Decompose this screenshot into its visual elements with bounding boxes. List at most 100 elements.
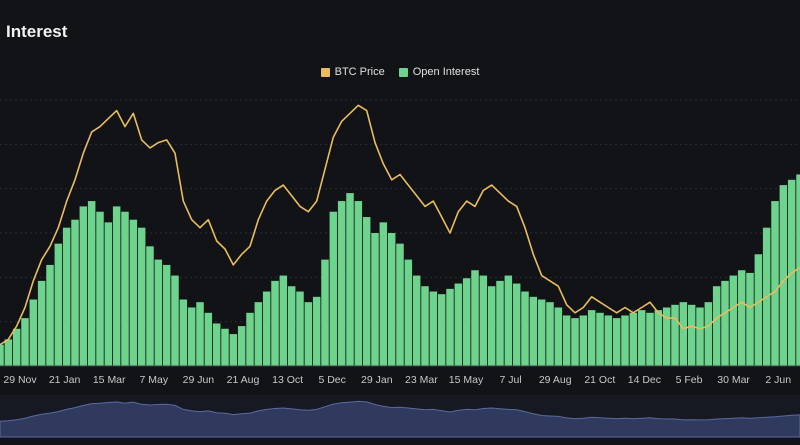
- open-interest-bar: [462, 278, 471, 366]
- open-interest-bar: [346, 193, 354, 366]
- btc-price-line: [0, 104, 800, 346]
- open-interest-bar: [721, 280, 729, 366]
- open-interest-bar: [146, 246, 154, 366]
- open-interest-bar: [12, 328, 21, 366]
- open-interest-bar: [412, 275, 421, 366]
- open-interest-bar: [71, 219, 79, 366]
- open-interest-bar: [554, 307, 563, 366]
- open-interest-bar: [29, 299, 38, 366]
- open-interest-bar: [337, 201, 346, 366]
- x-tick-label: 23 Mar: [405, 374, 438, 386]
- open-interest-bar: [154, 259, 163, 366]
- navigator-area[interactable]: [0, 400, 800, 438]
- open-interest-bar: [671, 304, 679, 366]
- open-interest-bar: [529, 296, 538, 366]
- x-tick-label: 13 Oct: [272, 374, 303, 386]
- x-tick-label: 15 May: [449, 374, 484, 386]
- open-interest-bar: [796, 174, 800, 366]
- open-interest-bar: [162, 264, 171, 366]
- open-interest-bar: [771, 201, 779, 366]
- open-interest-bar: [4, 339, 13, 366]
- open-interest-bar: [596, 312, 604, 366]
- open-interest-bar: [221, 328, 229, 366]
- x-tick-label: 30 Mar: [717, 374, 750, 386]
- open-interest-bar: [171, 275, 179, 366]
- open-interest-bar: [604, 315, 613, 366]
- open-interest-bar: [96, 211, 104, 366]
- open-interest-bar: [612, 318, 621, 366]
- open-interest-bar: [321, 259, 329, 366]
- x-tick-label: 5 Feb: [676, 374, 703, 386]
- x-tick-label: 21 Jan: [49, 374, 81, 386]
- open-interest-bar: [637, 310, 646, 366]
- open-interest-bar: [571, 318, 579, 366]
- open-interest-bar: [396, 243, 404, 366]
- x-tick-label: 14 Dec: [628, 374, 661, 386]
- open-interest-bar: [646, 312, 654, 366]
- open-interest-bar: [512, 283, 521, 366]
- open-interest-bar: [629, 312, 638, 366]
- open-interest-bar: [687, 304, 696, 366]
- x-tick-label: 21 Oct: [584, 374, 615, 386]
- open-interest-swatch: [398, 67, 408, 77]
- legend-item-btc-price[interactable]: BTC Price: [320, 66, 385, 78]
- x-tick-label: 21 Aug: [227, 374, 260, 386]
- open-interest-bar: [329, 211, 338, 366]
- x-tick-label: 15 Mar: [93, 374, 126, 386]
- x-tick-label: 7 Jul: [500, 374, 522, 386]
- x-tick-label: 2 Jun: [765, 374, 791, 386]
- open-interest-bar: [696, 307, 704, 366]
- open-interest-bar: [579, 315, 588, 366]
- open-interest-bar: [562, 315, 571, 366]
- legend-label-btc-price: BTC Price: [334, 66, 385, 78]
- open-interest-bar: [246, 312, 254, 366]
- open-interest-bar: [121, 211, 129, 366]
- open-interest-bar: [546, 302, 554, 366]
- x-tick-label: 29 Jun: [183, 374, 215, 386]
- open-interest-bar: [204, 312, 213, 366]
- open-interest-bar: [487, 286, 496, 366]
- open-interest-bar: [254, 302, 263, 366]
- chart-title: Interest: [6, 22, 68, 41]
- open-interest-bar: [537, 299, 546, 366]
- open-interest-bar: [429, 291, 438, 366]
- open-interest-bar: [454, 283, 463, 366]
- open-interest-bar: [754, 254, 763, 366]
- open-interest-bar: [521, 291, 529, 366]
- open-interest-bar: [729, 275, 738, 366]
- open-interest-bar: [354, 201, 363, 366]
- open-interest-bar: [104, 222, 113, 366]
- open-interest-bar: [621, 315, 629, 366]
- open-interest-bar: [112, 206, 121, 366]
- open-interest-bar: [287, 286, 296, 366]
- open-interest-bar: [371, 233, 379, 366]
- open-interest-bar: [504, 275, 513, 366]
- btc-price-swatch: [320, 67, 330, 77]
- open-interest-bar: [471, 270, 479, 366]
- legend-item-open-interest[interactable]: Open Interest: [398, 66, 479, 78]
- open-interest-bar: [212, 323, 221, 366]
- open-interest-bar: [62, 227, 71, 366]
- open-interest-bar: [279, 275, 288, 366]
- open-interest-bar: [662, 307, 671, 366]
- open-interest-bar: [587, 310, 596, 366]
- x-tick-label: 7 May: [140, 374, 169, 386]
- open-interest-bar: [46, 264, 54, 366]
- open-interest-bar: [137, 227, 146, 366]
- open-interest-bar: [679, 302, 688, 366]
- open-interest-bar: [262, 291, 271, 366]
- open-interest-bar: [196, 302, 204, 366]
- open-interest-bar: [421, 286, 429, 366]
- open-interest-bar: [37, 280, 46, 366]
- open-interest-bar: [179, 299, 188, 366]
- x-tick-label: 29 Jan: [361, 374, 393, 386]
- x-tick-label: 29 Nov: [3, 374, 37, 386]
- open-interest-bar: [129, 219, 138, 366]
- open-interest-bar: [362, 217, 371, 366]
- open-interest-bar: [79, 206, 88, 366]
- open-interest-bar: [712, 286, 721, 366]
- x-tick-label: 29 Aug: [539, 374, 572, 386]
- open-interest-bar: [446, 288, 454, 366]
- x-tick-label: 5 Dec: [318, 374, 345, 386]
